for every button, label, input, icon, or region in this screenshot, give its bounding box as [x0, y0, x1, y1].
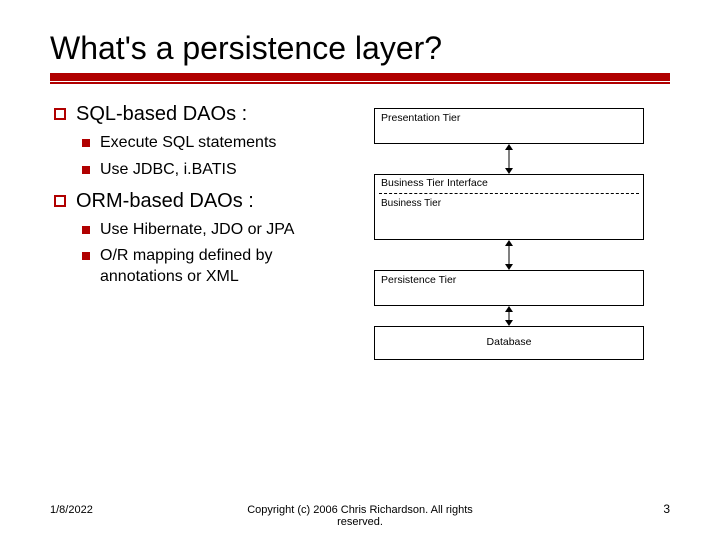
l2-row: O/R mapping defined by annotations or XM… — [82, 246, 350, 288]
l2-item: O/R mapping defined by annotations or XM… — [82, 246, 350, 288]
footer-date: 1/8/2022 — [50, 504, 93, 516]
text-column: SQL-based DAOs : Execute SQL statements — [50, 102, 350, 360]
l2-row: Use JDBC, i.BATIS — [82, 160, 350, 181]
double-arrow-icon — [502, 240, 516, 270]
arrow-wrap — [364, 144, 654, 174]
l2-row: Use Hibernate, JDO or JPA — [82, 220, 350, 241]
footer-page-number: 3 — [663, 502, 670, 516]
l2-text: Execute SQL statements — [100, 133, 276, 154]
title-rule-thick — [50, 73, 670, 81]
double-arrow-icon — [502, 144, 516, 174]
l1-row: SQL-based DAOs : — [54, 102, 350, 127]
bullet-list-l2: Use Hibernate, JDO or JPA O/R mapping de… — [54, 220, 350, 288]
dashed-separator — [379, 193, 639, 194]
tier-diagram: Presentation Tier Business Tier Interfac… — [364, 108, 654, 360]
filled-square-icon — [82, 252, 90, 260]
l2-text: Use Hibernate, JDO or JPA — [100, 220, 294, 241]
l1-row: ORM-based DAOs : — [54, 189, 350, 214]
body-row: SQL-based DAOs : Execute SQL statements — [50, 102, 670, 360]
square-bullet-icon — [54, 108, 66, 120]
title-rule-thin — [50, 82, 670, 84]
square-bullet-icon — [54, 195, 66, 207]
l2-item: Execute SQL statements — [82, 133, 350, 154]
l1-item: ORM-based DAOs : Use Hibernate, JDO or J… — [54, 189, 350, 288]
arrow-wrap — [364, 240, 654, 270]
slide-container: What's a persistence layer? SQL-based DA… — [0, 0, 720, 540]
l2-text: O/R mapping defined by annotations or XM… — [100, 246, 350, 288]
diagram-column: Presentation Tier Business Tier Interfac… — [364, 102, 654, 360]
l2-row: Execute SQL statements — [82, 133, 350, 154]
l1-text: ORM-based DAOs : — [76, 189, 254, 214]
slide-title: What's a persistence layer? — [50, 30, 670, 67]
filled-square-icon — [82, 226, 90, 234]
database-box: Database — [374, 326, 644, 360]
l1-text: SQL-based DAOs : — [76, 102, 247, 127]
bullet-list-l1: SQL-based DAOs : Execute SQL statements — [50, 102, 350, 288]
l2-item: Use JDBC, i.BATIS — [82, 160, 350, 181]
persistence-tier-box: Persistence Tier — [374, 270, 644, 306]
footer-copyright: Copyright (c) 2006 Chris Richardson. All… — [230, 504, 490, 528]
filled-square-icon — [82, 139, 90, 147]
business-tier-box: Business Tier Interface Business Tier — [374, 174, 644, 240]
business-tier-label: Business Tier — [375, 198, 643, 213]
l2-text: Use JDBC, i.BATIS — [100, 160, 237, 181]
filled-square-icon — [82, 166, 90, 174]
business-interface-label: Business Tier Interface — [375, 175, 643, 189]
l1-item: SQL-based DAOs : Execute SQL statements — [54, 102, 350, 181]
arrow-wrap — [364, 306, 654, 326]
double-arrow-icon — [502, 306, 516, 326]
l2-item: Use Hibernate, JDO or JPA — [82, 220, 350, 241]
presentation-tier-box: Presentation Tier — [374, 108, 644, 144]
bullet-list-l2: Execute SQL statements Use JDBC, i.BATIS — [54, 133, 350, 181]
